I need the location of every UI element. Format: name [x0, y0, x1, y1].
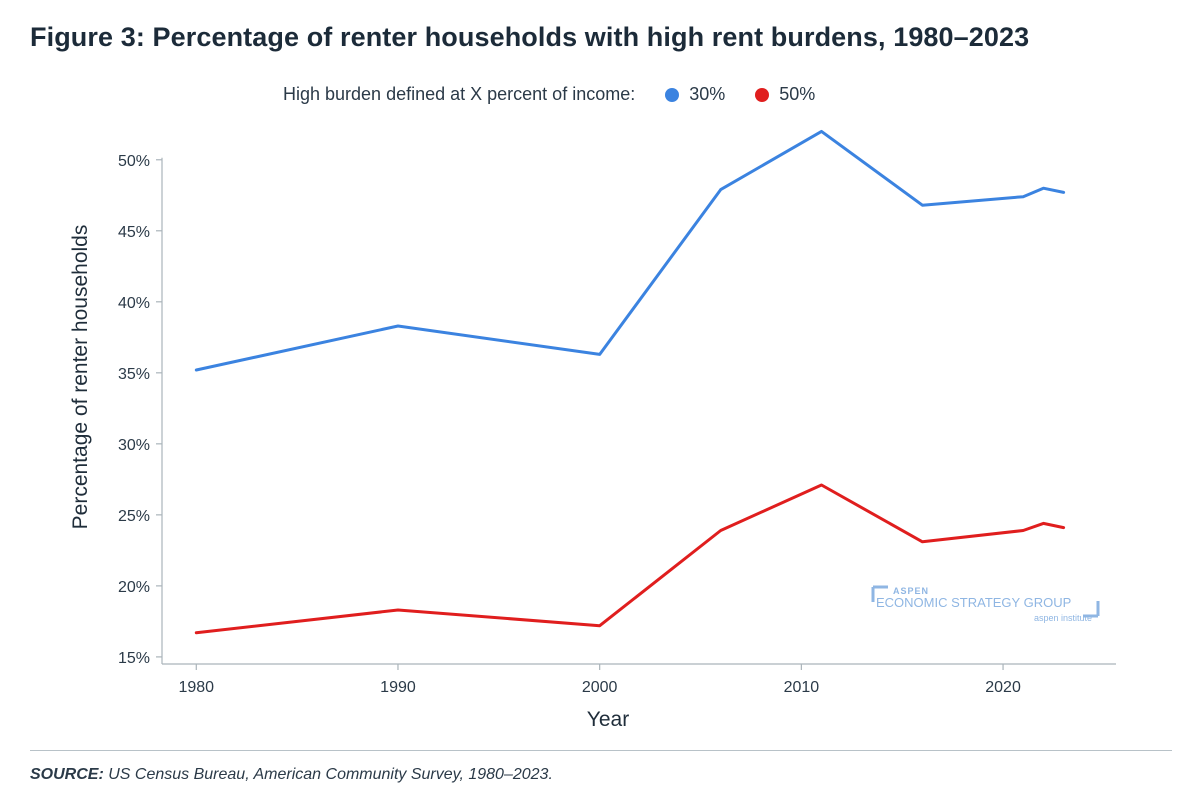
x-tick-label: 1980: [178, 679, 214, 696]
y-tick-label: 25%: [118, 508, 150, 525]
y-tick-label: 15%: [118, 650, 150, 667]
data-point: [719, 188, 722, 191]
data-point: [195, 631, 198, 634]
data-point: [396, 609, 399, 612]
legend-label-30: 30%: [689, 84, 726, 104]
x-tick-label: 2020: [985, 679, 1021, 696]
legend-title: High burden defined at X percent of inco…: [283, 84, 636, 104]
data-point: [921, 204, 924, 207]
legend: High burden defined at X percent of inco…: [283, 84, 815, 105]
legend-label-50: 50%: [779, 84, 816, 104]
logo-line2: ECONOMIC STRATEGY GROUP: [876, 595, 1071, 610]
legend-dot-50: [755, 87, 770, 102]
data-point: [396, 324, 399, 327]
y-axis-label: Percentage of renter households: [69, 225, 92, 530]
chart-title: Figure 3: Percentage of renter household…: [30, 22, 1030, 52]
aspen-logo: ASPEN ECONOMIC STRATEGY GROUP aspen inst…: [871, 585, 1100, 623]
x-axis-label: Year: [587, 708, 629, 731]
logo-line1: ASPEN: [893, 586, 929, 596]
data-point: [1062, 526, 1065, 529]
data-point: [719, 529, 722, 532]
data-point: [820, 130, 823, 133]
series-line-30: [194, 129, 1066, 372]
source-label: SOURCE:: [30, 766, 104, 783]
legend-item-30: 30%: [665, 84, 725, 105]
x-tick-label: 2000: [582, 679, 618, 696]
data-point: [1042, 522, 1045, 525]
y-tick-label: 20%: [118, 579, 150, 596]
divider: [30, 750, 1172, 751]
legend-dot-30: [665, 87, 680, 102]
data-point: [1022, 195, 1025, 198]
legend-item-50: 50%: [755, 84, 815, 105]
logo-bracket-left: [871, 585, 888, 602]
source-note: SOURCE: US Census Bureau, American Commu…: [30, 766, 553, 784]
source-text: US Census Bureau, American Community Sur…: [103, 766, 553, 783]
data-point: [598, 353, 601, 356]
logo-bracket-right: [1083, 601, 1100, 618]
line-chart: 15% 20% 25% 30% 35% 40% 45% 50% 1980 1990 2000 2010…: [69, 129, 1116, 731]
y-tick-label: 40%: [118, 295, 150, 312]
data-point: [1042, 187, 1045, 190]
data-point: [1022, 529, 1025, 532]
x-tick-label: 2010: [784, 679, 820, 696]
data-point: [1062, 191, 1065, 194]
data-point: [195, 368, 198, 371]
y-tick-label: 35%: [118, 366, 150, 383]
data-point: [820, 484, 823, 487]
data-point: [598, 624, 601, 627]
data-point: [921, 540, 924, 543]
logo-line3: aspen institute: [1034, 613, 1092, 623]
series-layer: [194, 129, 1066, 635]
y-tick-label: 50%: [118, 153, 150, 170]
series-line-50: [194, 483, 1066, 635]
x-tick-label: 1990: [380, 679, 416, 696]
y-tick-label: 30%: [118, 437, 150, 454]
axes: 15% 20% 25% 30% 35% 40% 45% 50% 1980 1990 2000 2010…: [69, 153, 1116, 731]
y-tick-label: 45%: [118, 224, 150, 241]
